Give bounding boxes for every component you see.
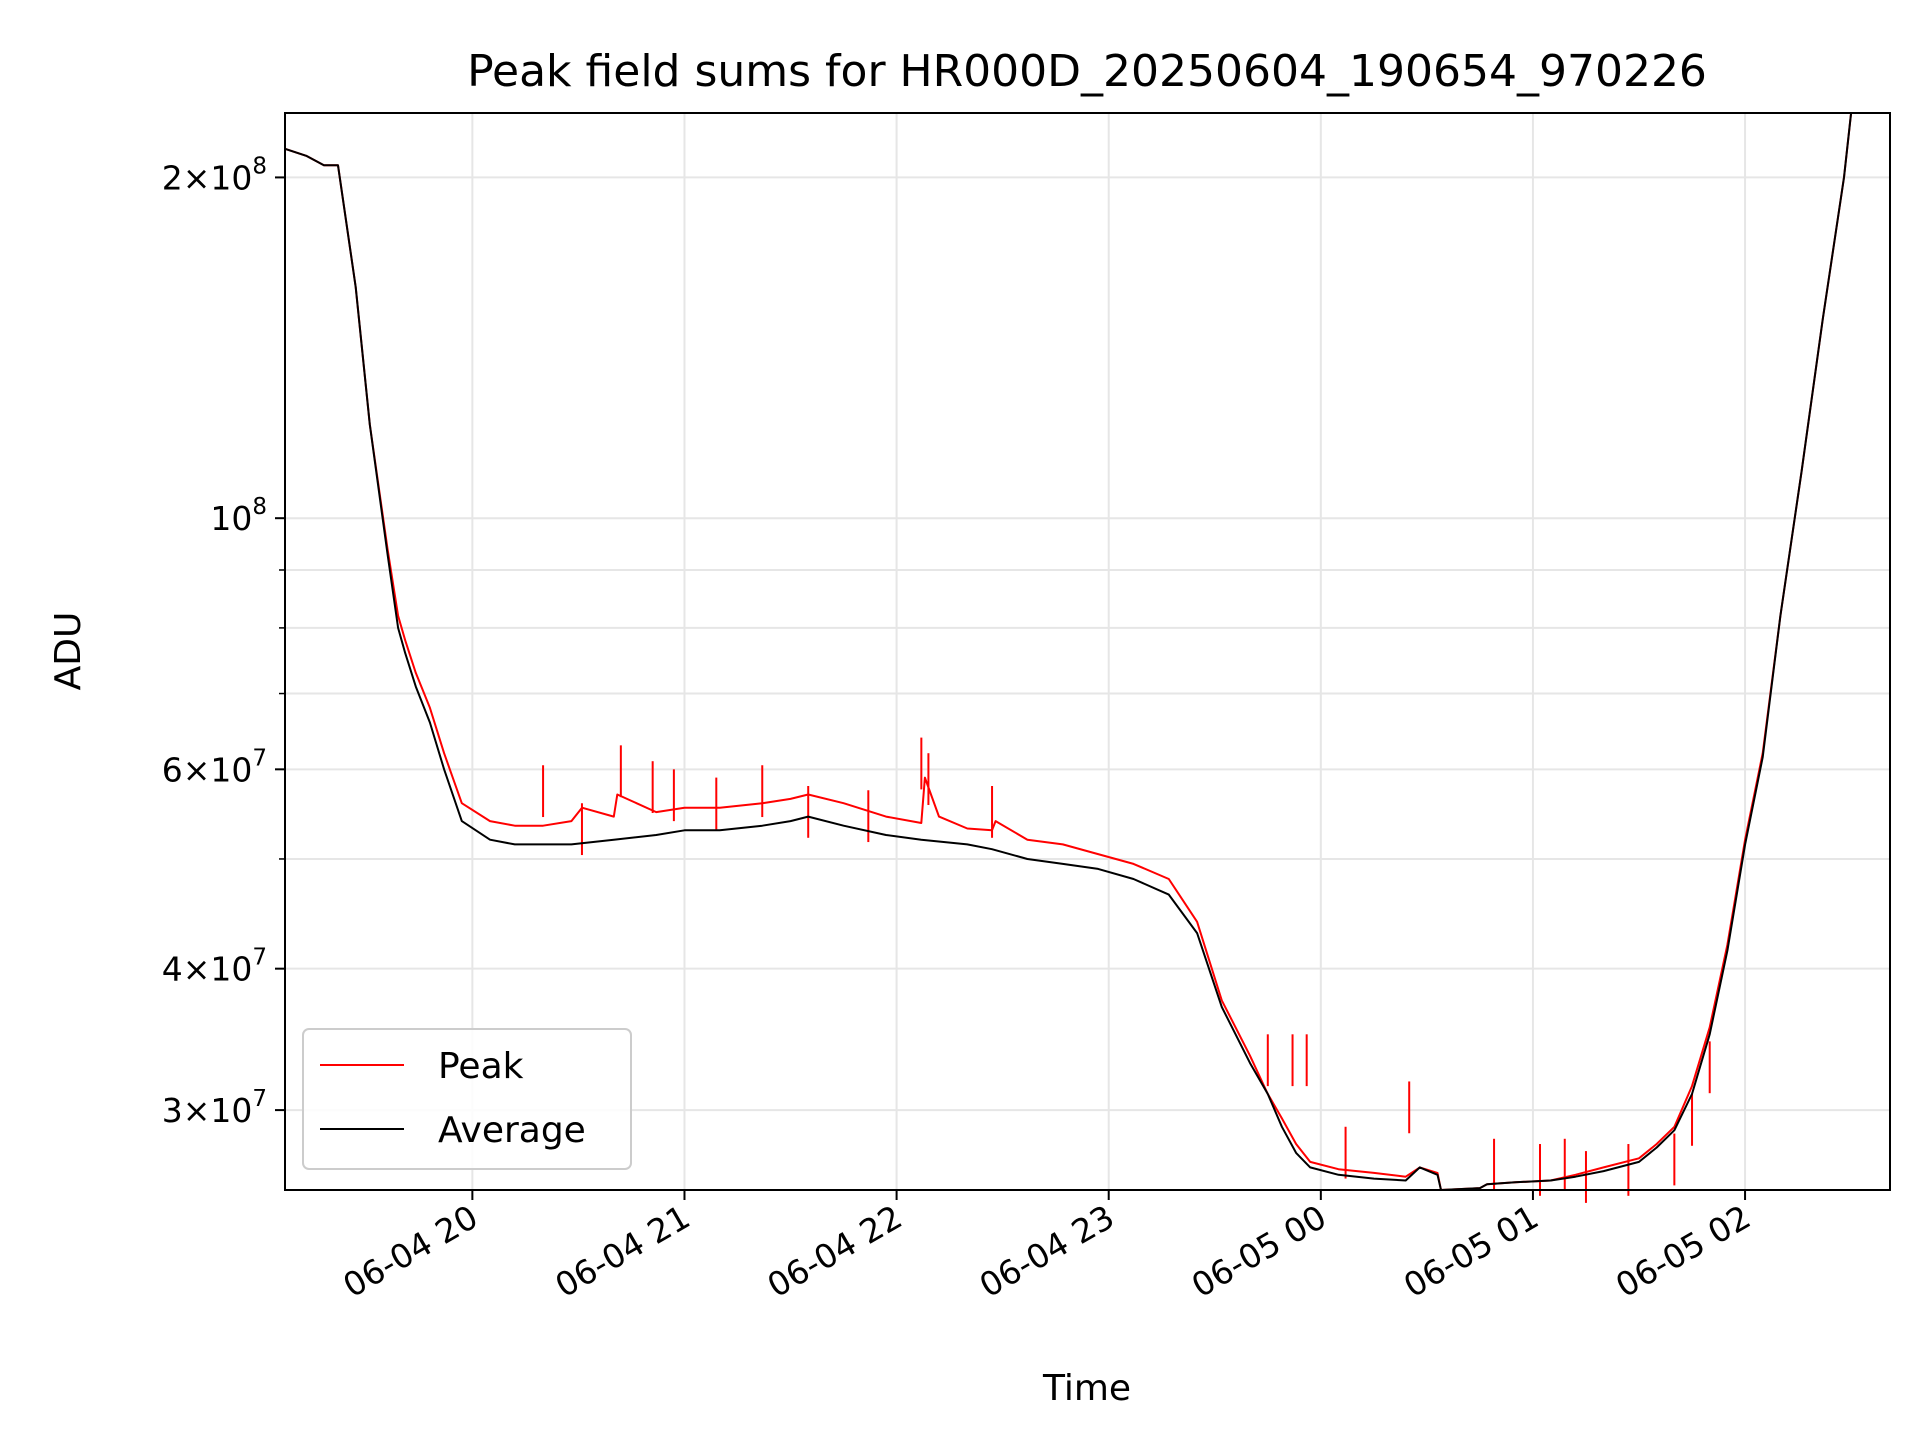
y-tick-label: 4×107 bbox=[162, 945, 267, 989]
y-axis-label: ADU bbox=[48, 612, 89, 691]
series-line-average bbox=[284, 112, 1853, 1191]
series-line-peak bbox=[284, 112, 1853, 1191]
series-layer bbox=[284, 112, 1853, 1203]
chart-title: Peak field sums for HR000D_20250604_1906… bbox=[467, 46, 1707, 97]
grid bbox=[285, 113, 1890, 1190]
y-tick-label: 6×107 bbox=[162, 745, 267, 789]
y-tick-label: 108 bbox=[210, 494, 267, 538]
legend: Peak Average bbox=[302, 1028, 632, 1170]
legend-label-peak: Peak bbox=[438, 1046, 524, 1087]
plot-frame bbox=[284, 112, 1891, 1191]
y-axis-ticks: 3×107 4×107 6×107 108 2×108 bbox=[162, 153, 285, 1130]
plot-area bbox=[285, 113, 1890, 1190]
x-axis-label: Time bbox=[1042, 1368, 1131, 1409]
y-tick-label: 2×108 bbox=[162, 153, 267, 197]
y-tick-label: 3×107 bbox=[162, 1086, 267, 1130]
legend-label-average: Average bbox=[438, 1110, 586, 1151]
